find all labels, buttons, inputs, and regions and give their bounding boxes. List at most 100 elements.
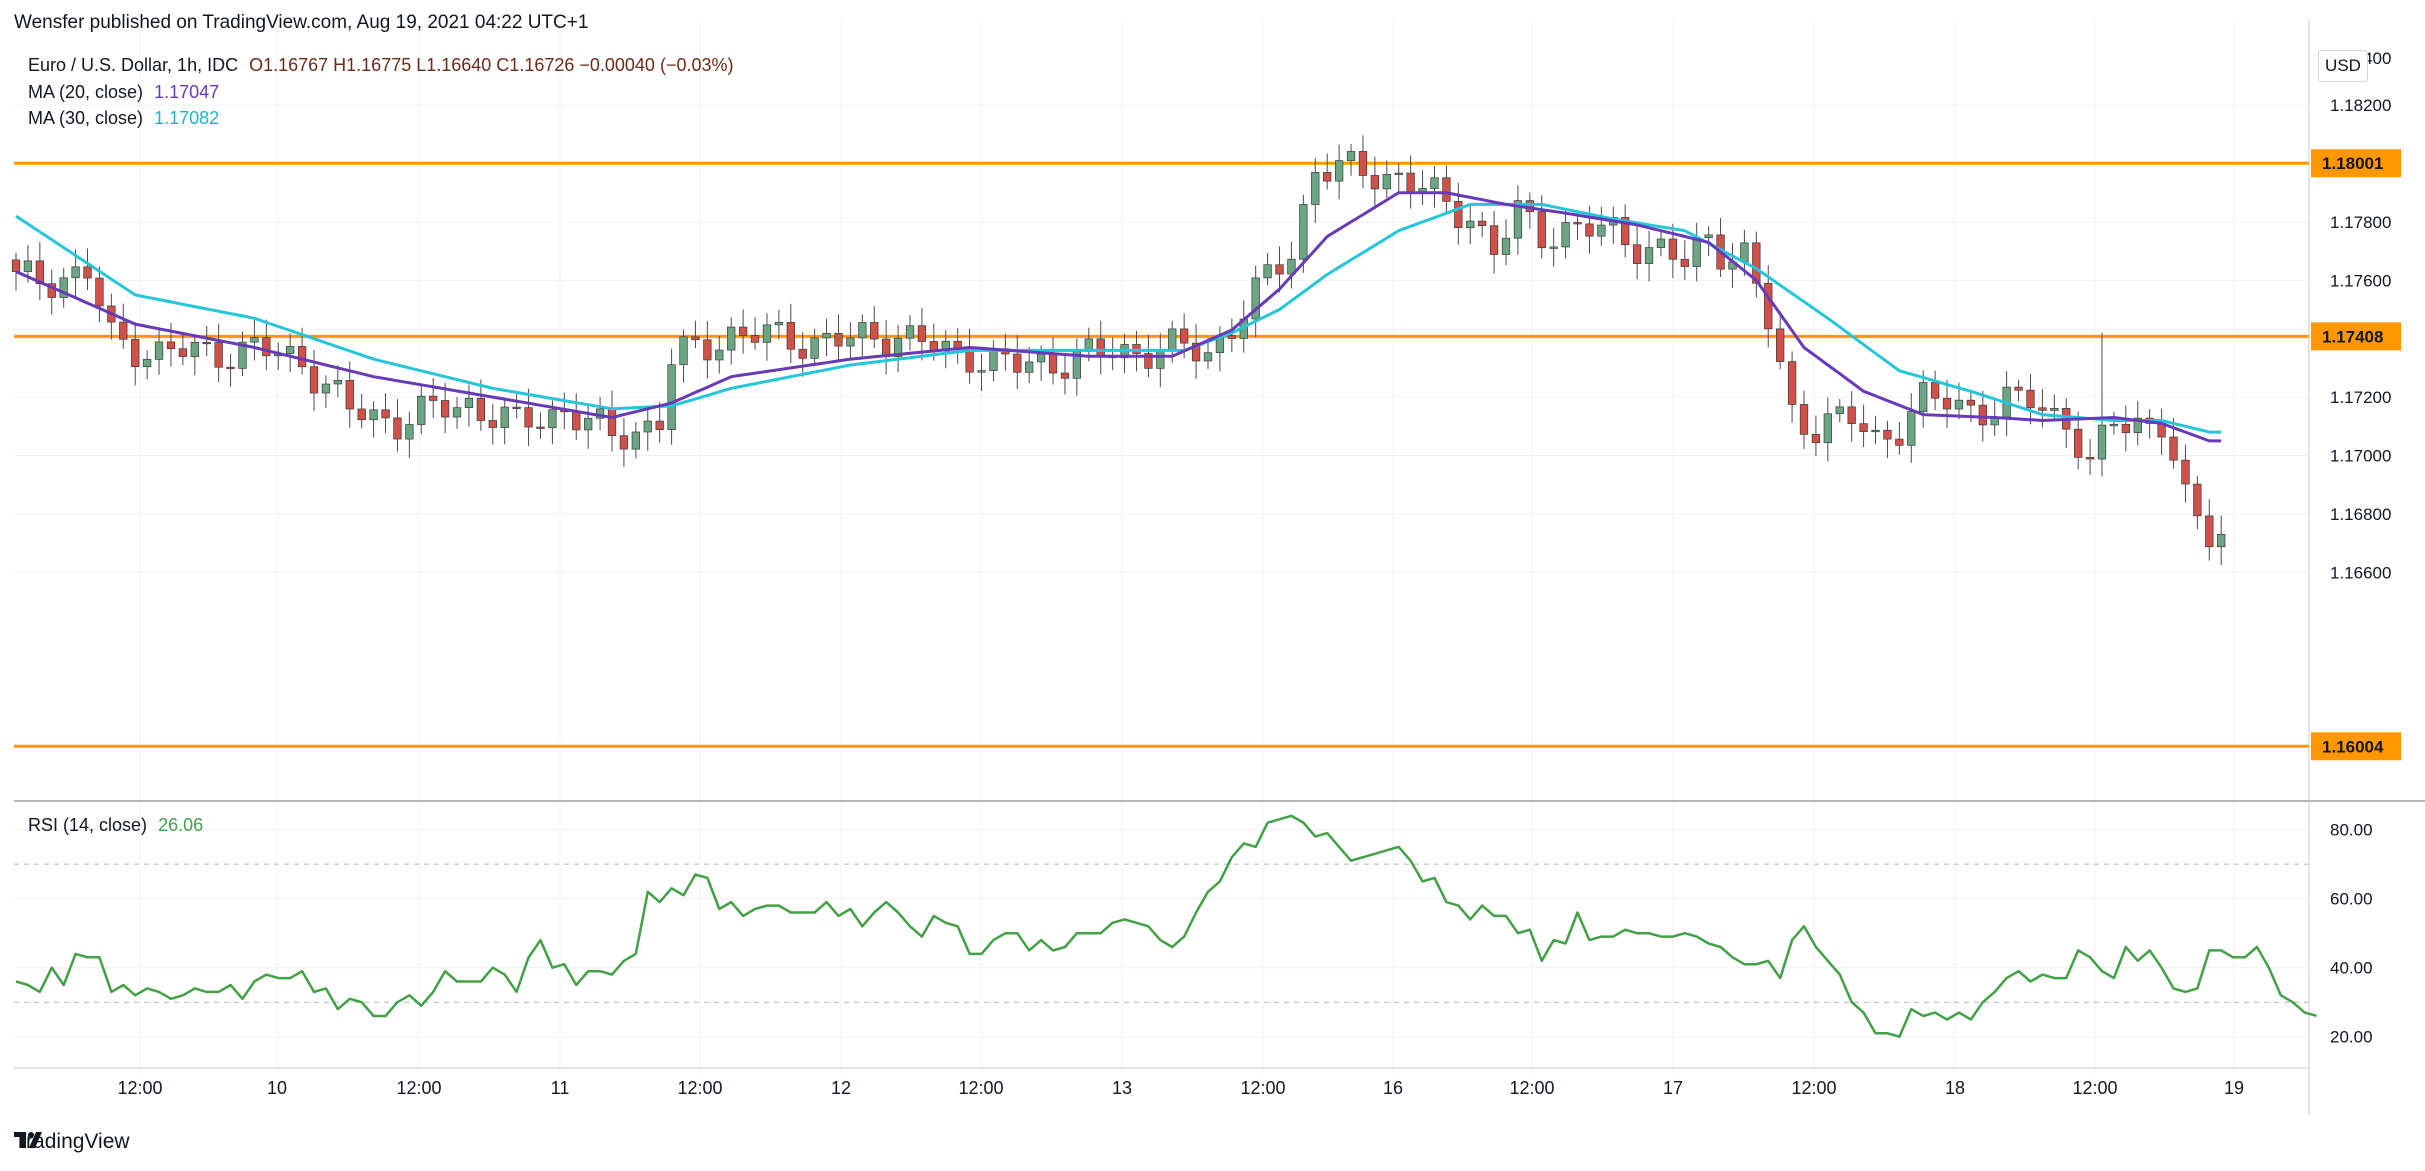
candle-body xyxy=(1180,328,1189,344)
candle-body xyxy=(166,341,176,350)
candle xyxy=(2133,401,2142,446)
ma20-legend[interactable]: MA (20, close) 1.17047 xyxy=(28,82,219,103)
candle-body xyxy=(1466,220,1475,229)
candle xyxy=(119,303,128,349)
candle xyxy=(798,332,807,377)
candle xyxy=(1632,225,1642,280)
candle-body xyxy=(417,395,426,425)
candle-body xyxy=(953,340,962,348)
candle xyxy=(786,303,795,364)
candle-body xyxy=(691,336,700,341)
candle-body xyxy=(917,325,927,342)
candle-body xyxy=(2205,515,2214,548)
candle-body xyxy=(1478,220,1487,227)
time-tick-label: 19 xyxy=(2224,1078,2244,1098)
candle-body xyxy=(1036,353,1046,363)
candle-body xyxy=(1859,423,1868,433)
level-price-label: 1.16004 xyxy=(2322,737,2384,756)
candle-body xyxy=(1978,404,1987,426)
candle xyxy=(274,342,283,370)
candle xyxy=(2217,515,2226,565)
candle xyxy=(226,353,235,387)
candle-body xyxy=(405,424,414,440)
candle-body xyxy=(1168,328,1177,350)
candle-body xyxy=(83,266,92,279)
candle xyxy=(858,314,867,357)
candle-body xyxy=(1895,438,1904,446)
candle xyxy=(1489,210,1499,274)
candle-body xyxy=(1203,352,1213,362)
candle-body xyxy=(1513,200,1523,239)
candle xyxy=(2193,475,2202,530)
tradingview-logo-icon xyxy=(14,1132,42,1148)
candle xyxy=(822,318,831,356)
candle xyxy=(1358,135,1368,189)
tradingview-brand[interactable]: TradingView xyxy=(14,1130,130,1154)
time-tick-label: 11 xyxy=(551,1078,570,1098)
candle-body xyxy=(119,321,128,340)
candle-body xyxy=(846,337,855,347)
candle-body xyxy=(679,336,688,366)
candle xyxy=(774,309,784,340)
candle-body xyxy=(369,409,378,421)
candle xyxy=(500,399,509,445)
candle-body xyxy=(905,325,915,339)
candle-body xyxy=(1013,353,1022,373)
candle-body xyxy=(1907,411,1916,446)
candle-body xyxy=(59,277,68,298)
rsi-legend[interactable]: RSI (14, close) 26.06 xyxy=(28,815,203,836)
candle-body xyxy=(2085,457,2095,460)
price-tick-label: 1.17600 xyxy=(2330,271,2391,290)
time-tick-label: 12:00 xyxy=(1509,1078,1554,1098)
price-tick-label: 1.17200 xyxy=(2330,388,2391,407)
symbol-label: Euro / U.S. Dollar, 1h, IDC xyxy=(28,55,239,75)
candle-body xyxy=(607,408,617,437)
candle-body xyxy=(440,400,450,418)
candle xyxy=(476,379,486,431)
candle xyxy=(333,365,342,398)
ma30-legend[interactable]: MA (30, close) 1.17082 xyxy=(28,108,219,129)
candle-body xyxy=(131,338,140,367)
level-price-tag xyxy=(2311,732,2401,761)
candle xyxy=(381,392,390,434)
currency-button[interactable]: USD xyxy=(2318,50,2368,82)
candle-body xyxy=(1096,338,1105,356)
candle-body xyxy=(2050,408,2059,411)
rsi-tick-label: 60.00 xyxy=(2330,890,2373,909)
candle-body xyxy=(870,322,879,340)
candle xyxy=(1442,165,1451,212)
candle xyxy=(1656,230,1666,257)
candle-body xyxy=(774,321,784,326)
candle xyxy=(953,328,962,364)
candle xyxy=(440,382,450,434)
candle xyxy=(524,388,533,446)
candle xyxy=(1644,230,1654,282)
candle xyxy=(369,401,378,438)
candle xyxy=(977,353,986,392)
candle xyxy=(464,384,474,427)
symbol-legend[interactable]: Euro / U.S. Dollar, 1h, IDC O1.16767 H1.… xyxy=(28,55,734,76)
candle xyxy=(1919,370,1928,428)
candle xyxy=(393,399,402,452)
candle xyxy=(1787,351,1797,423)
candle xyxy=(131,322,140,386)
candle-body xyxy=(1787,361,1797,405)
rsi-tick-label: 80.00 xyxy=(2330,821,2373,840)
candle-body xyxy=(429,395,438,401)
candle xyxy=(1227,318,1236,353)
candle xyxy=(202,325,211,357)
candle-body xyxy=(1740,242,1749,263)
candle-body xyxy=(893,337,903,357)
time-tick-label: 17 xyxy=(1663,1078,1683,1098)
candle xyxy=(178,333,188,366)
candle-body xyxy=(1144,353,1153,369)
candle xyxy=(1823,397,1832,462)
candle xyxy=(2121,405,2130,452)
candle xyxy=(1871,415,1880,445)
candle-body xyxy=(750,335,760,343)
candle xyxy=(142,350,152,380)
candle-body xyxy=(1382,174,1391,190)
candle-body xyxy=(1394,172,1403,175)
candle-body xyxy=(2217,533,2226,548)
